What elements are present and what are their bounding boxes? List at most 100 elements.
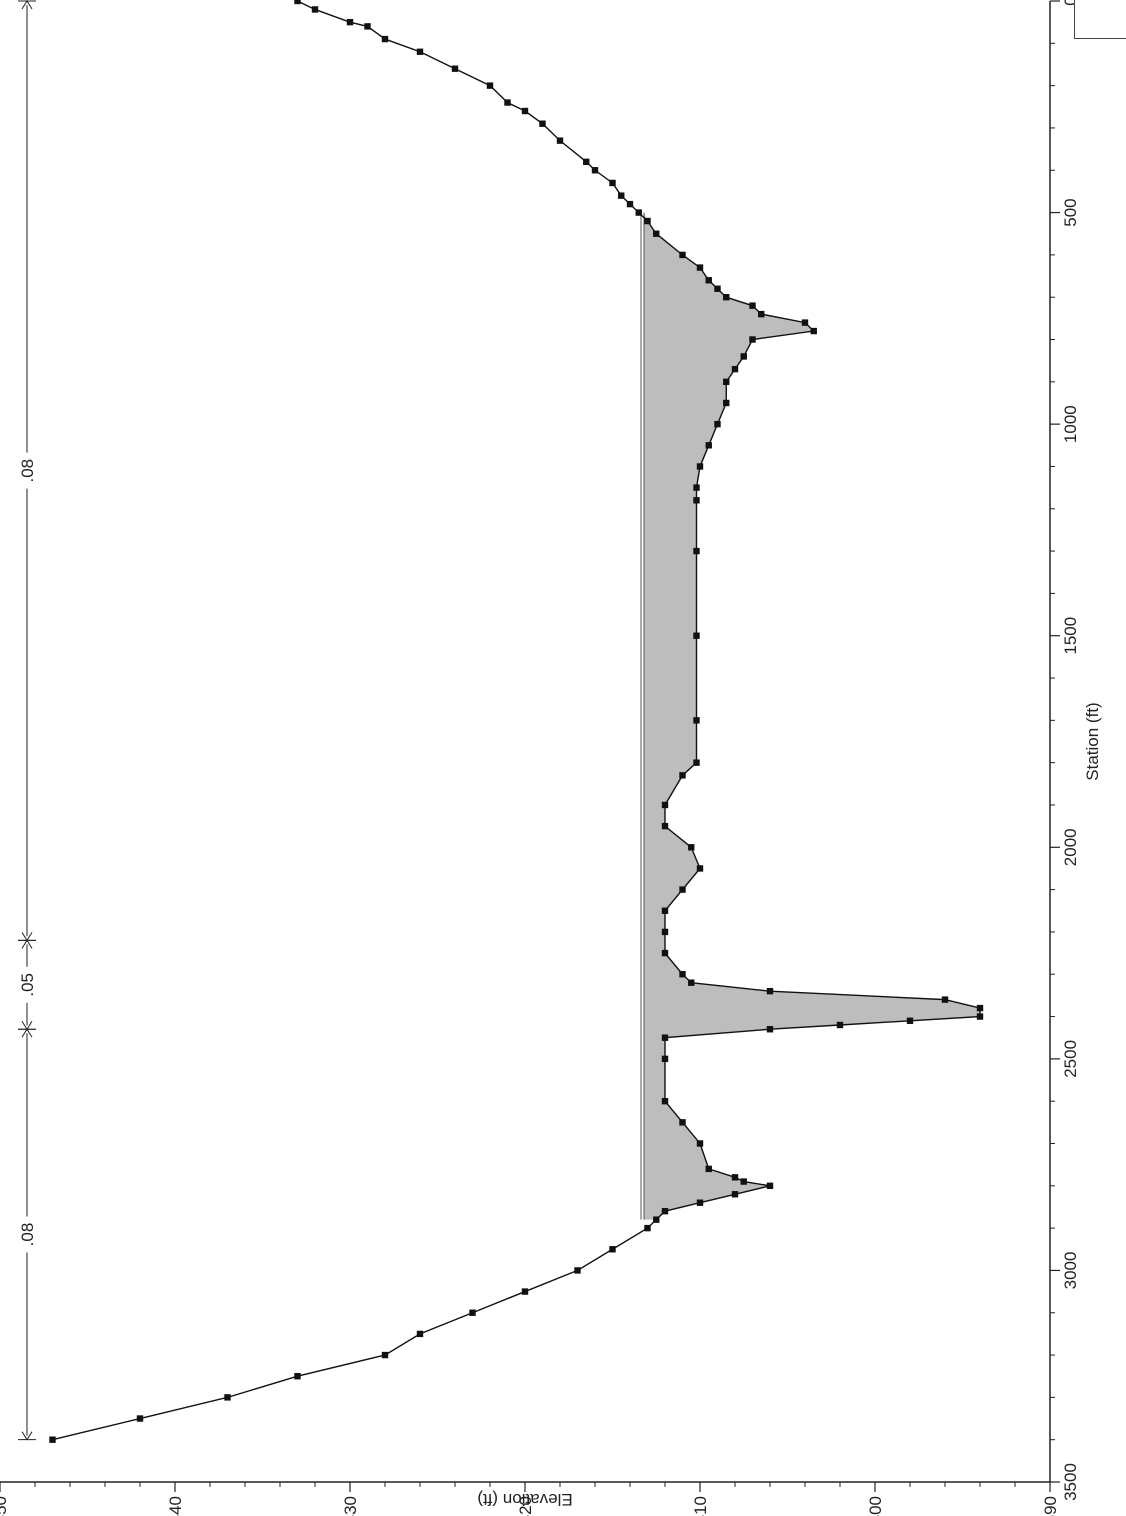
n-label-bg [18, 1216, 36, 1253]
ground-point [766, 987, 774, 995]
elevation-tick-label: 390 [1041, 1496, 1060, 1516]
elevation-tick-label: 410 [691, 1496, 710, 1516]
ground-point [679, 971, 686, 978]
ground-point [661, 1097, 669, 1105]
ground-point [696, 865, 704, 872]
ground-point [224, 1394, 231, 1401]
elevation-tick-label: 430 [341, 1496, 360, 1516]
station-tick-label: 2500 [1061, 1040, 1080, 1078]
ground-point [723, 294, 730, 301]
ground-point [705, 442, 712, 449]
ground-point [731, 1191, 739, 1198]
n-label-bg [18, 452, 36, 489]
ground-point [486, 82, 494, 89]
ground-point [294, 0, 301, 5]
water-fill [644, 212, 980, 1220]
ground-point [644, 217, 651, 225]
ground-point [693, 632, 700, 639]
ground-point [521, 1288, 529, 1295]
n-arrow-start [21, 1028, 33, 1038]
water-area [640, 212, 980, 1220]
ground-point [644, 1224, 651, 1232]
ground-point [469, 1309, 476, 1316]
n-arrow-start [21, 0, 33, 10]
ground-point [679, 772, 686, 779]
ground-point [749, 336, 756, 343]
ground-point [696, 463, 704, 470]
ground-point [976, 1013, 984, 1020]
ground-point [416, 1330, 424, 1338]
n-label: .08 [18, 1223, 37, 1247]
ground-point [749, 302, 756, 309]
x-axis-label: Station (ft) [1083, 702, 1102, 780]
elevation-tick-label: 450 [0, 1496, 10, 1516]
legend-box [1074, 0, 1126, 39]
ground-point [635, 209, 642, 216]
ground-point [661, 822, 669, 830]
ground-point [539, 120, 546, 127]
ground-point [661, 1207, 669, 1215]
ground-point [758, 310, 765, 318]
ground-point [705, 277, 712, 284]
plot-frame [0, 1, 1051, 1483]
ground-point [688, 979, 695, 986]
station-tick-label: 0 [1061, 0, 1080, 6]
ground-point [451, 65, 459, 72]
ground-point [836, 1021, 844, 1029]
ground-point [714, 285, 721, 292]
ground-point [679, 1119, 686, 1126]
ground-point [583, 158, 590, 165]
ground-point [766, 1026, 774, 1033]
ground-point [661, 1034, 669, 1041]
ground-point [416, 48, 424, 55]
ground-point [136, 1415, 144, 1422]
ground-point [591, 167, 599, 174]
ground-point [766, 1182, 774, 1189]
ground-point [294, 1373, 301, 1380]
ground-point [364, 23, 371, 30]
ground-point [941, 996, 949, 1003]
ground-point [714, 420, 721, 428]
ground-point [696, 1140, 704, 1147]
station-tick-label: 3500 [1061, 1463, 1080, 1501]
ground-point [731, 365, 739, 373]
ground-point [504, 99, 511, 106]
station-tick-label: 1500 [1061, 617, 1080, 655]
ground-point [661, 949, 669, 957]
ground-point [693, 759, 700, 766]
ground-point [346, 18, 354, 26]
mannings-n-markers: .08 .05 .08 [18, 0, 37, 1441]
ground-point [696, 264, 704, 271]
ground-point [693, 484, 700, 491]
ground-point [618, 192, 625, 199]
ground-point [801, 319, 809, 326]
station-tick-label: 2000 [1061, 828, 1080, 866]
ground-line [52, 0, 981, 1441]
ground-points [49, 0, 984, 1443]
ground-point [381, 1351, 389, 1359]
ground-point [705, 1165, 712, 1173]
ground-point [626, 200, 634, 208]
ground-point [653, 1216, 660, 1223]
ground-point [723, 378, 730, 386]
ground-point [661, 928, 669, 936]
station-tick-label: 3000 [1061, 1252, 1080, 1290]
ground-point [556, 137, 564, 144]
ground-point [740, 353, 747, 360]
station-tick-label: 500 [1061, 198, 1080, 226]
ground-point [661, 1055, 669, 1063]
ground-point [574, 1267, 581, 1274]
ground-point [731, 1174, 739, 1181]
ground-point [679, 886, 686, 893]
ground-point [740, 1178, 747, 1185]
ground-point [693, 717, 700, 724]
ground-point [653, 230, 660, 237]
ground-point [679, 251, 686, 259]
n-arrow-start [21, 939, 33, 949]
ground-point [661, 907, 669, 914]
ground-point [688, 844, 695, 851]
ground-point [609, 1246, 616, 1253]
n-label: .05 [18, 973, 37, 997]
n-label: .08 [18, 459, 37, 483]
ground-point [693, 497, 700, 504]
